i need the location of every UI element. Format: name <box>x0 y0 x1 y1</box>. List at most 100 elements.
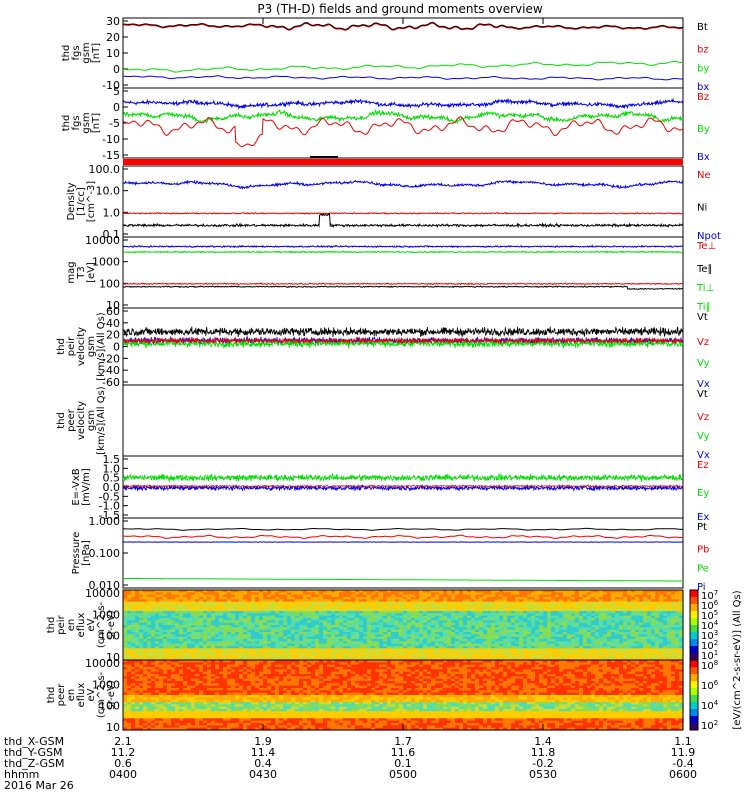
spectrogram-cell <box>395 590 400 593</box>
spectrogram-cell <box>351 597 356 600</box>
y-tick-label: -1.0 <box>99 500 120 513</box>
spectrogram-cell <box>571 590 576 593</box>
spectrogram-cell <box>215 615 220 619</box>
spectrogram-cell <box>219 625 224 628</box>
spectrogram-cell <box>583 599 588 603</box>
spectrogram-cell <box>635 601 640 605</box>
spectrogram-cell <box>411 636 416 640</box>
spectrogram-cell <box>635 632 640 635</box>
spectrogram-cell <box>467 608 472 612</box>
spectrogram-cell <box>511 657 516 661</box>
legend-entry: Vt <box>697 389 708 400</box>
spectrogram-cell <box>311 664 316 668</box>
spectrogram-cell <box>151 639 156 642</box>
spectrogram-cell <box>511 604 516 607</box>
spectrogram-cell <box>207 611 212 614</box>
spectrogram-cell <box>563 641 568 645</box>
spectrogram-cell <box>123 599 128 603</box>
spectrogram-cell <box>279 636 284 640</box>
spectrogram-cell <box>123 620 128 624</box>
legend-entry: Vt <box>697 312 708 323</box>
spectrogram-cell <box>151 662 156 666</box>
spectrogram-cell <box>175 601 180 605</box>
spectrogram-cell <box>179 622 184 626</box>
spectrogram-cell <box>123 608 128 612</box>
spectrogram-cell <box>491 592 496 596</box>
spectrogram-cell <box>239 634 244 638</box>
y-axis-label-line: [nPa] <box>81 540 92 566</box>
spectrogram-cell <box>263 636 268 640</box>
spectrogram-cell <box>675 601 680 605</box>
spectrogram-cell <box>323 650 328 654</box>
spectrogram-cell <box>263 648 268 652</box>
spectrogram-cell <box>431 646 436 649</box>
spectrogram-cell <box>139 636 144 640</box>
spectrogram-cell <box>543 653 548 656</box>
spectrogram-cell <box>363 594 368 598</box>
spectrogram-cell <box>151 618 156 621</box>
spectrogram-cell <box>271 639 276 642</box>
spectrogram-cell <box>503 639 508 642</box>
spectrogram-cell <box>495 653 500 656</box>
spectrogram-cell <box>327 613 332 617</box>
spectrogram-cell <box>219 599 224 603</box>
spectrogram-cell <box>283 594 288 598</box>
spectrogram-cell <box>311 646 316 649</box>
spectrogram-cell <box>499 636 504 640</box>
spectrogram-cell <box>183 634 188 638</box>
spectrogram-cell <box>623 615 628 619</box>
spectrogram-cell <box>587 622 592 626</box>
spectrogram-cell <box>311 662 316 666</box>
spectrogram-cell <box>475 604 480 607</box>
spectrogram-cell <box>455 592 460 596</box>
spectrogram-cell <box>315 648 320 652</box>
spectrogram-cell <box>191 643 196 647</box>
spectrogram-cell <box>623 597 628 600</box>
spectrogram-cell <box>475 601 480 605</box>
spectrogram-cell <box>667 655 672 659</box>
spectrogram-cell <box>559 599 564 603</box>
spectrogram-cell <box>503 653 508 656</box>
spectrogram-cell <box>263 629 268 633</box>
spectrogram-cell <box>123 618 128 621</box>
spectrogram-cell <box>291 650 296 654</box>
spectrogram-cell <box>211 632 216 635</box>
spectrogram-cell <box>123 606 128 610</box>
y-axis-label-line: (cm^2-s- <box>96 601 107 648</box>
spectrogram-cell <box>391 655 396 659</box>
spectrogram-cell <box>611 613 616 617</box>
spectrogram-cell <box>299 643 304 647</box>
spectrogram-cell <box>271 606 276 610</box>
spectrogram-cell <box>207 622 212 626</box>
spectrogram-cell <box>467 636 472 640</box>
spectrogram-cell <box>439 643 444 647</box>
spectrogram-cell <box>655 655 660 659</box>
spectrogram-cell <box>619 655 624 659</box>
spectrogram-cell <box>467 611 472 614</box>
spectrogram-cell <box>423 606 428 610</box>
spectrogram-cell <box>195 643 200 647</box>
spectrogram-cell <box>183 592 188 596</box>
spectrogram-cell <box>399 632 404 635</box>
spectrogram-cell <box>159 655 164 659</box>
y-tick-label: -5 <box>109 117 120 130</box>
spectrogram-cell <box>311 634 316 638</box>
spectrogram-cell <box>531 594 536 598</box>
spectrogram-cell <box>339 653 344 656</box>
spectrogram-cell <box>535 625 540 628</box>
spectrogram-cell <box>135 611 140 614</box>
spectrogram-cell <box>407 646 412 649</box>
spectrogram-cell <box>199 636 204 640</box>
spectrogram-cell <box>191 599 196 603</box>
spectrogram-cell <box>319 634 324 638</box>
spectrogram-cell <box>295 662 300 666</box>
spectrogram-cell <box>675 592 680 596</box>
spectrogram-cell <box>407 632 412 635</box>
spectrogram-cell <box>291 594 296 598</box>
spectrogram-cell <box>219 634 224 638</box>
spectrogram-cell <box>447 592 452 596</box>
spectrogram-cell <box>507 650 512 654</box>
spectrogram-cell <box>387 599 392 603</box>
spectrogram-cell <box>499 599 504 603</box>
spectrogram-cell <box>607 606 612 610</box>
